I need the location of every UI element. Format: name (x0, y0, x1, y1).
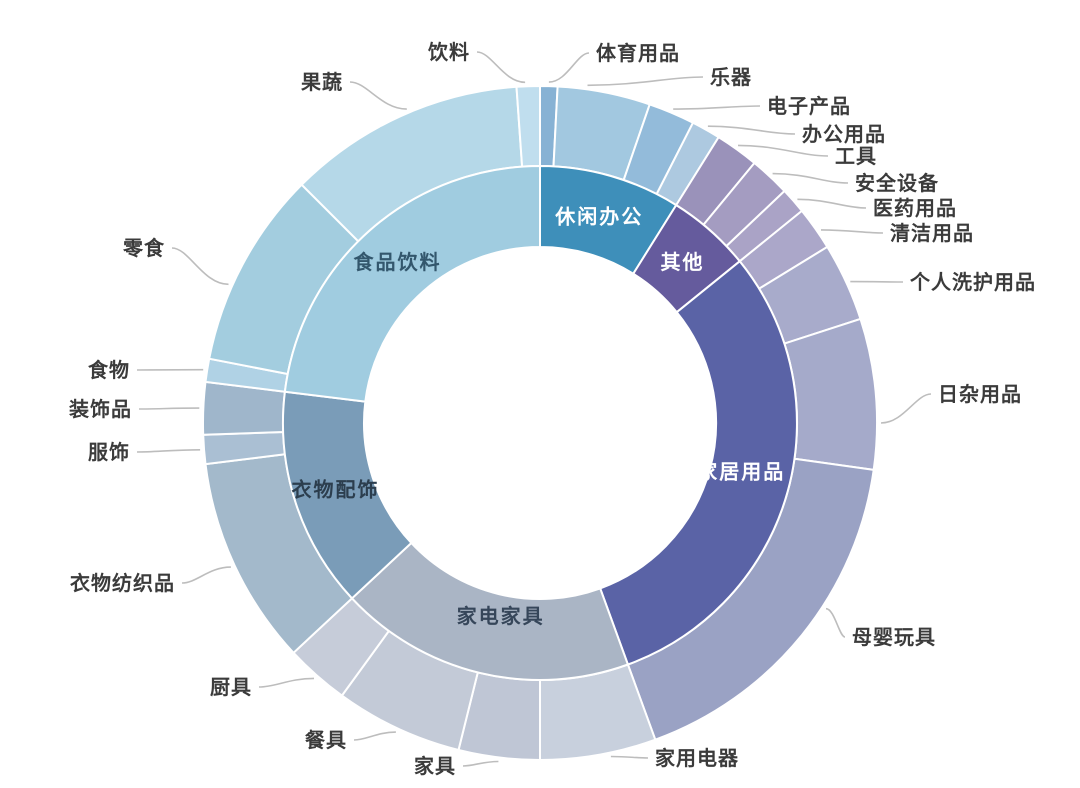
inner-ring (282, 164, 798, 682)
inner-slice-label-4: 衣物配饰 (292, 477, 380, 501)
leader-line-12 (462, 760, 499, 767)
outer-slice-label-2: 电子产品 (767, 94, 851, 118)
inner-slice-label-1: 其他 (661, 250, 705, 274)
leader-line-15 (181, 566, 231, 584)
outer-slice-9[interactable] (783, 317, 878, 472)
inner-slice-label-0: 休闲办公 (554, 204, 643, 228)
outer-slice-label-1: 乐器 (710, 66, 752, 89)
inner-slice-label-2: 家居用品 (697, 459, 785, 483)
leader-line-17 (138, 407, 200, 410)
leader-line-1 (587, 76, 704, 87)
outer-slice-label-17: 装饰品 (68, 397, 132, 421)
labels: 体育用品乐器电子产品办公用品工具安全设备医药用品清洁用品个人洗护用品日杂用品母婴… (68, 40, 1036, 778)
leader-line-2 (673, 105, 761, 110)
inner-slice-5[interactable] (283, 164, 541, 403)
outer-slice-label-11: 家用电器 (655, 746, 739, 770)
leader-line-19 (171, 247, 229, 286)
inner-slice-2[interactable] (598, 259, 798, 666)
outer-ring (201, 84, 878, 762)
outer-slice-label-0: 体育用品 (596, 41, 680, 65)
leader-line-0 (548, 52, 590, 83)
outer-slice-label-18: 食物 (88, 358, 130, 382)
leader-line-9 (880, 393, 932, 424)
leader-line-16 (136, 449, 201, 453)
leader-line-7 (820, 229, 884, 234)
outer-slice-label-5: 安全设备 (855, 171, 939, 195)
outer-slice-label-12: 家具 (414, 754, 456, 778)
outer-slice-label-9: 日杂用品 (938, 382, 1022, 406)
leader-line-6 (797, 198, 867, 209)
inner-slice-label-5: 食品饮料 (354, 250, 442, 274)
outer-slice-label-7: 清洁用品 (890, 221, 974, 245)
leader-line-20 (349, 81, 407, 110)
outer-slice-label-3: 办公用品 (802, 122, 886, 146)
leader-lines (136, 51, 932, 767)
outer-slice-label-4: 工具 (835, 146, 877, 168)
outer-slice-label-16: 服饰 (88, 440, 130, 464)
leader-line-3 (707, 125, 796, 135)
outer-slice-label-15: 衣物纺织品 (70, 571, 175, 595)
leader-line-13 (353, 731, 396, 741)
leader-line-4 (737, 144, 829, 157)
outer-slice-label-6: 医药用品 (873, 196, 957, 220)
leader-line-14 (258, 677, 315, 688)
leader-line-21 (476, 51, 526, 84)
inner-slice-label-3: 家电家具 (457, 604, 545, 628)
outer-slice-label-21: 饮料 (427, 40, 470, 64)
leader-line-10 (825, 607, 846, 638)
outer-slice-label-19: 零食 (122, 236, 165, 260)
outer-slice-label-10: 母婴玩具 (852, 626, 936, 649)
outer-slice-label-20: 果蔬 (301, 71, 343, 94)
outer-slice-label-8: 个人洗护用品 (909, 270, 1036, 294)
outer-slice-label-13: 餐具 (305, 728, 347, 752)
outer-slice-label-14: 厨具 (210, 677, 252, 699)
leader-line-5 (772, 172, 849, 184)
leader-line-11 (610, 755, 649, 759)
